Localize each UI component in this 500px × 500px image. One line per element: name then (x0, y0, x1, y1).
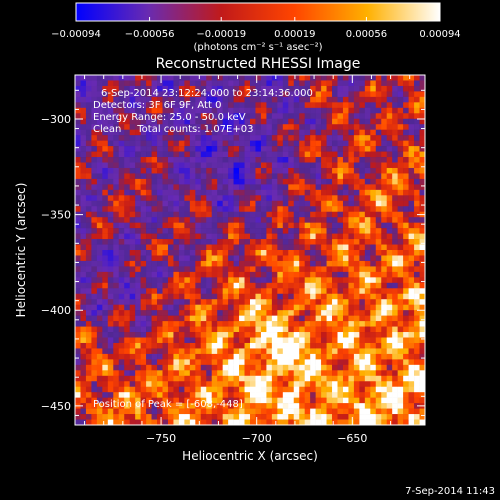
x-tick-label: −650 (337, 432, 367, 445)
colorbar-tick-label: 0.00019 (274, 29, 315, 40)
footer-timestamp: 7-Sep-2014 11:43 (405, 486, 495, 497)
chart-title: Reconstructed RHESSI Image (156, 56, 361, 72)
x-tick: −750 (146, 75, 176, 445)
annotation-time-range: 6-Sep-2014 23:12:24.000 to 23:14:36.000 (101, 88, 313, 99)
annotation-detectors: Detectors: 3F 6F 9F, Att 0 (93, 100, 221, 111)
colorbar-tick-label: 0.00094 (419, 29, 460, 40)
plot-frame (74, 74, 426, 426)
colorbar-tick-label: −0.00056 (125, 29, 175, 40)
y-tick-label: −400 (41, 304, 71, 317)
x-tick-label: −750 (146, 432, 176, 445)
heatmap-cells (75, 75, 426, 426)
colorbar-tick: −0.00019 (196, 17, 246, 40)
colorbar-units-label: (photons cm⁻² s⁻¹ asec⁻²) (193, 42, 322, 53)
annotation-energy-range: Energy Range: 25.0 - 50.0 keV (93, 112, 246, 123)
axes: −750 −700 −650 −300 −350 −400 −450 (41, 75, 425, 445)
y-axis-label: Heliocentric Y (arcsec) (14, 183, 28, 318)
annotation-clean-counts: Clean Total counts: 1.07E+03 (93, 124, 253, 135)
colorbar-tick: 0.00056 (346, 17, 387, 40)
colorbar-tick-label: 0.00056 (346, 29, 387, 40)
y-tick: −300 (41, 113, 425, 126)
y-tick: −350 (41, 209, 425, 222)
colorbar-tick-label: −0.00019 (196, 29, 246, 40)
x-axis-label: Heliocentric X (arcsec) (182, 449, 318, 463)
colorbar-tick: −0.00056 (125, 17, 175, 40)
x-tick-label: −700 (242, 432, 272, 445)
annotation-peak-position: Position of Peak = [-608,-448] (93, 399, 243, 410)
y-tick-label: −350 (41, 209, 71, 222)
colorbar-ticks: −0.00094 −0.00056 −0.00019 0.00019 0.00056 0.… (51, 17, 461, 40)
colorbar-tick: 0.00094 (419, 17, 461, 40)
x-tick: −650 (337, 75, 367, 445)
x-tick: −700 (242, 75, 272, 445)
colorbar-gradient (75, 2, 441, 22)
colorbar-tick: −0.00094 (51, 17, 101, 40)
colorbar-tick-label: −0.00094 (51, 29, 101, 40)
annotations: 6-Sep-2014 23:12:24.000 to 23:14:36.000 … (93, 88, 313, 410)
y-tick-label: −300 (41, 113, 71, 126)
y-tick: −450 (41, 400, 425, 413)
y-tick: −400 (41, 304, 425, 317)
colorbar-tick: 0.00019 (274, 17, 315, 40)
colorbar: −0.00094 −0.00056 −0.00019 0.00019 0.00056 0.… (51, 2, 461, 53)
y-tick-label: −450 (41, 400, 71, 413)
